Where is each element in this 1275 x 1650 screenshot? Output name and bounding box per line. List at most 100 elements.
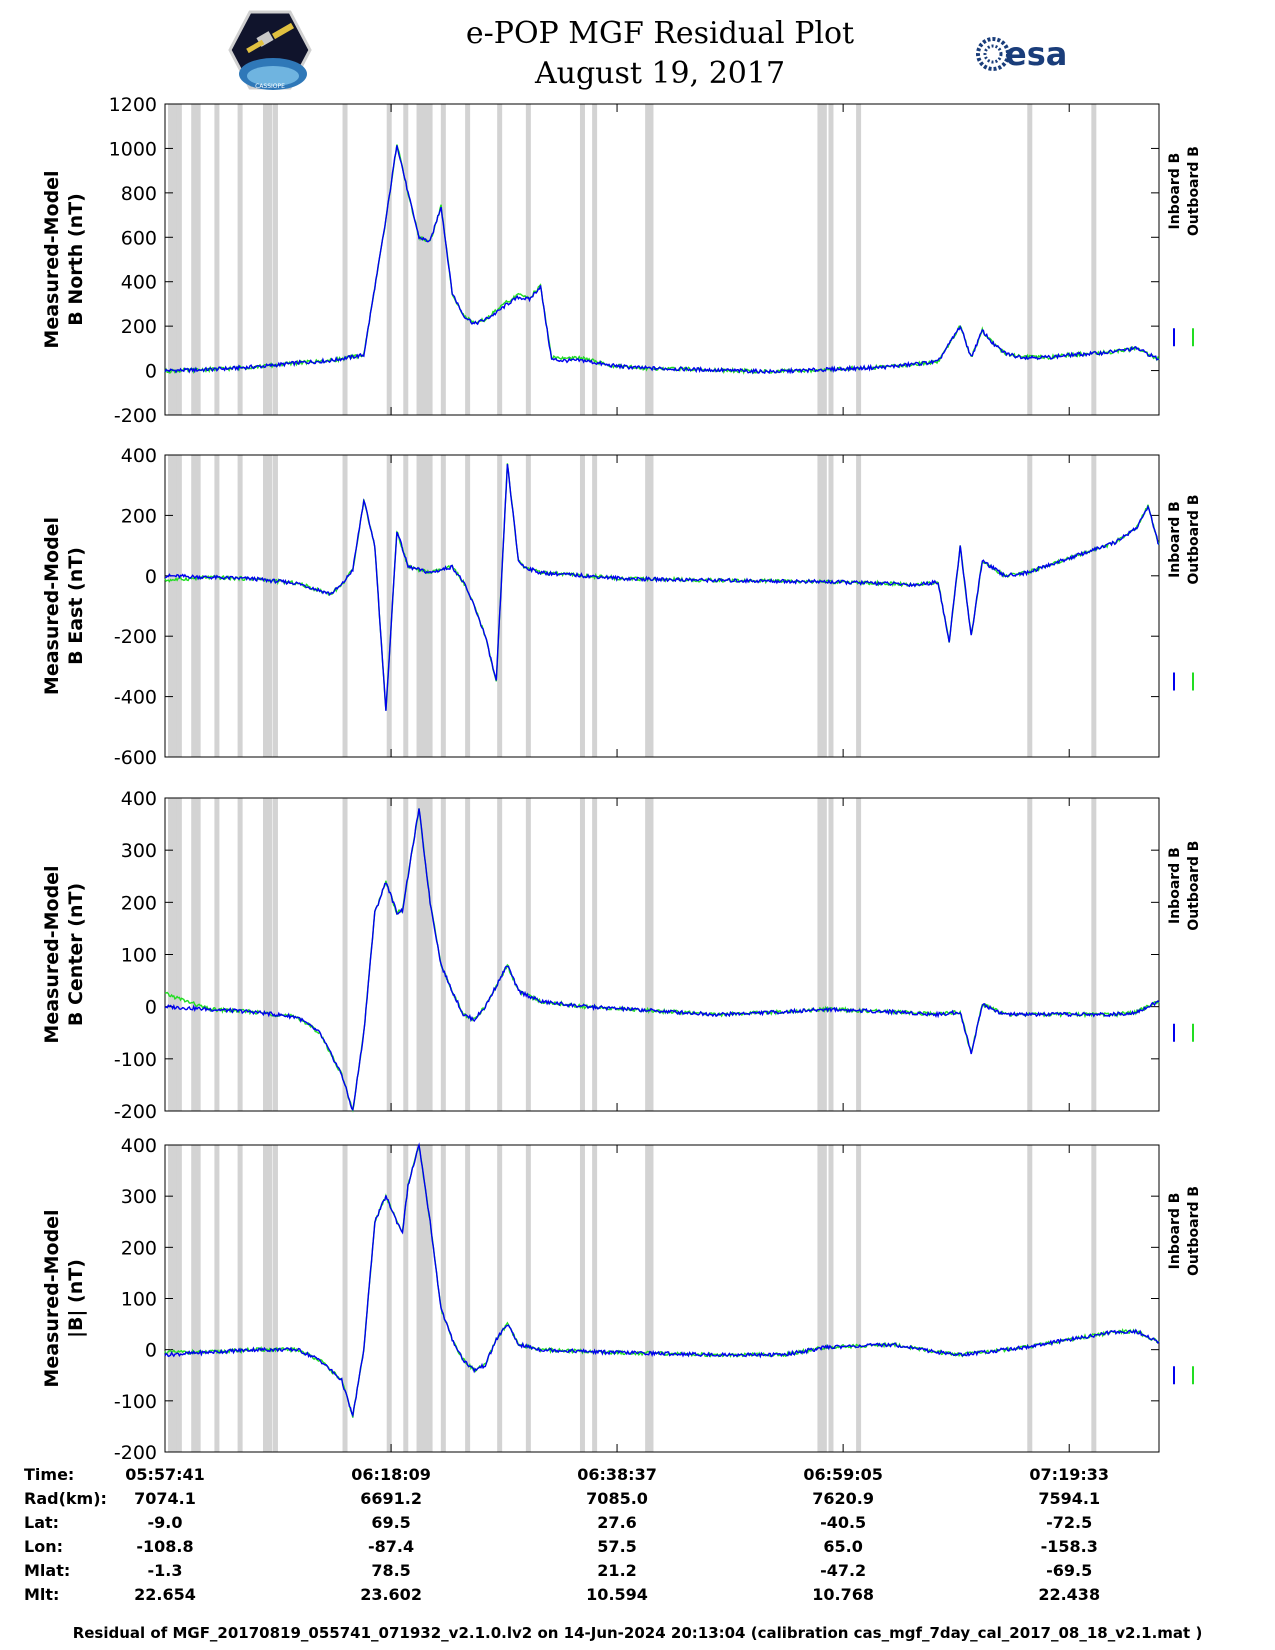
series-line-inboard [164, 808, 1160, 1112]
info-cell: -108.8 [136, 1537, 194, 1556]
data-gap-bar [342, 455, 348, 757]
y-axis-label: Measured-Model [41, 865, 63, 1043]
data-gap-bar [176, 455, 182, 757]
y-tick-label: 0 [145, 997, 157, 1019]
y-tick-label: 0 [145, 361, 157, 383]
y-axis-label: B North (nT) [65, 193, 87, 326]
legend-label-outboard: Outboard B [1186, 146, 1202, 236]
info-cell: 05:57:41 [125, 1465, 205, 1484]
data-gap-bar [195, 798, 201, 1111]
info-cell: 21.2 [597, 1561, 637, 1580]
data-gap-bar [427, 798, 433, 1111]
series-line-inboard [164, 1142, 1160, 1418]
legend-label-inboard: Inboard B [1167, 847, 1183, 924]
data-gap-bar [856, 455, 862, 757]
data-gap-bar [191, 104, 197, 415]
data-gap-bar [828, 798, 834, 1111]
info-row: Time: 05:57:41 06:18:09 06:38:37 06:59:05 07:… [0, 1465, 1275, 1489]
data-gap-bar [856, 798, 862, 1111]
data-gap-bar [416, 1145, 422, 1452]
y-tick-label: 1000 [109, 138, 157, 160]
data-gap-bar [237, 455, 243, 757]
y-tick-label: 200 [121, 316, 157, 338]
data-gap-bar [386, 1145, 392, 1452]
data-gap-bar [420, 455, 426, 757]
data-gap-bar [214, 1145, 220, 1452]
series-line-outboard [164, 463, 1160, 711]
y-tick-label: 200 [121, 505, 157, 527]
data-gap-bar [386, 798, 392, 1111]
info-row: Mlat: -1.3 78.5 21.2 -47.2 -69.5 [0, 1561, 1275, 1585]
info-row-label: Rad(km): [24, 1489, 107, 1508]
info-cell: 78.5 [371, 1561, 411, 1580]
info-cell: -72.5 [1046, 1513, 1093, 1532]
data-gap-bar [263, 1145, 269, 1452]
data-gap-bar [267, 104, 273, 415]
plot-frame [164, 797, 1160, 1112]
plot-frame [164, 103, 1160, 416]
y-tick-label: 100 [121, 1289, 157, 1311]
footer-caption: Residual of MGF_20170819_055741_071932_v… [72, 1624, 1203, 1642]
data-gap-bar [191, 798, 197, 1111]
info-cell: -87.4 [368, 1537, 415, 1556]
y-tick-label: 400 [121, 788, 157, 810]
info-cell: -69.5 [1046, 1561, 1093, 1580]
data-gap-bar [828, 455, 834, 757]
legend-label-outboard: Outboard B [1186, 494, 1202, 584]
legend-label-outboard: Outboard B [1186, 841, 1202, 931]
data-gap-bar [263, 455, 269, 757]
data-gap-bar [172, 798, 178, 1111]
data-gap-bar [403, 1145, 409, 1452]
info-cell: 23.602 [360, 1585, 422, 1604]
data-gap-bar [342, 1145, 348, 1452]
y-axis-label: |B| (nT) [65, 1259, 87, 1338]
data-gap-bar [579, 104, 585, 415]
data-gap-bar [386, 455, 392, 757]
data-gap-bar [342, 798, 348, 1111]
y-tick-label: -200 [114, 405, 157, 427]
title-line-2: August 19, 2017 [534, 56, 786, 91]
data-gap-bar [828, 104, 834, 415]
data-gap-bar [427, 455, 433, 757]
y-tick-label: -200 [114, 626, 157, 648]
data-gap-bar [191, 1145, 197, 1452]
info-cell: 07:19:33 [1029, 1465, 1109, 1484]
y-tick-label: 400 [121, 272, 157, 294]
data-gap-bar [497, 1145, 503, 1452]
data-gap-bar [1027, 1145, 1033, 1452]
data-gap-bar [263, 798, 269, 1111]
data-gap-bar [214, 104, 220, 415]
series-line-outboard [164, 808, 1160, 1113]
data-gap-bar [817, 455, 823, 757]
data-gap-bar [420, 1145, 426, 1452]
data-gap-bar [1091, 104, 1097, 415]
legend-label-inboard: Inboard B [1167, 1193, 1183, 1270]
data-gap-bar [176, 1145, 182, 1452]
info-row: Rad(km): 7074.1 6691.2 7085.0 7620.9 7594.1 [0, 1489, 1275, 1513]
y-axis-label: Measured-Model [41, 517, 63, 695]
data-gap-bar [420, 798, 426, 1111]
y-tick-label: 400 [121, 445, 157, 467]
y-tick-label: 100 [121, 945, 157, 967]
data-gap-bar [272, 1145, 278, 1452]
legend-label-inboard: Inboard B [1167, 153, 1183, 230]
data-gap-bar [648, 1145, 654, 1452]
data-gap-bar [821, 1145, 827, 1452]
data-gap-bar [416, 104, 422, 415]
data-gap-bar [386, 104, 392, 415]
data-gap-bar [424, 1145, 430, 1452]
data-gap-bar [817, 104, 823, 415]
data-gap-bar [579, 798, 585, 1111]
data-gap-bar [403, 798, 409, 1111]
data-gap-bar [403, 104, 409, 415]
info-cell: -9.0 [147, 1513, 183, 1532]
y-tick-label: 800 [121, 183, 157, 205]
data-gap-bar [1027, 104, 1033, 415]
data-gap-bar [424, 104, 430, 415]
series-line-outboard [164, 1145, 1160, 1418]
plot-frame [164, 454, 1160, 758]
y-tick-label: 300 [121, 840, 157, 862]
data-gap-bar [821, 455, 827, 757]
data-gap-bar [267, 1145, 273, 1452]
y-tick-label: 0 [145, 566, 157, 588]
